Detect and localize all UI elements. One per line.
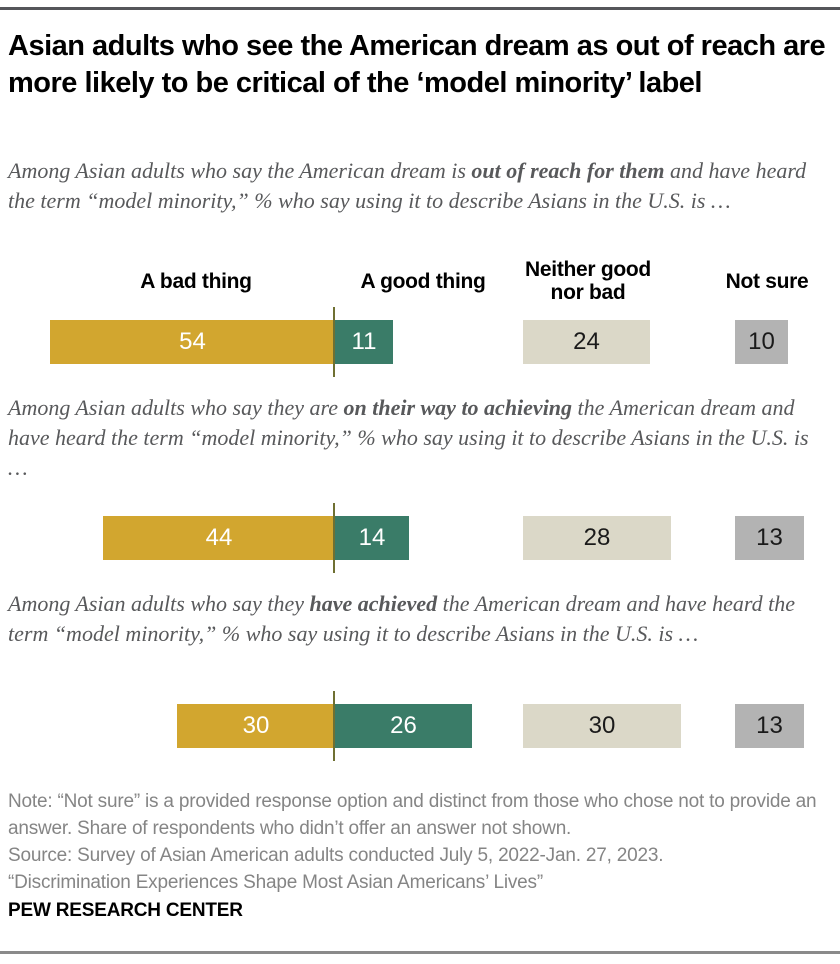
bar-value: 13: [756, 712, 783, 739]
bar-row-on-their-way: 44 14 28 13: [0, 503, 840, 573]
bar-not-sure: 13: [735, 704, 804, 748]
bar-value: 26: [390, 712, 417, 739]
bar-good-thing: 11: [335, 320, 393, 364]
section-2-intro-bold: on their way to achieving: [343, 395, 573, 420]
bar-value: 30: [242, 712, 270, 739]
axis-divider-line: [333, 691, 335, 761]
footnotes: Note: “Not sure” is a provided response …: [8, 788, 820, 896]
section-3-intro-post: the American dream and have heard the te…: [8, 591, 795, 646]
bar-row-out-of-reach: 54 11 24 10: [0, 307, 840, 377]
column-header-not-sure: Not sure: [725, 269, 809, 293]
section-1-intro-post: and have heard the term “model minority,…: [8, 158, 807, 213]
bar-bad-thing: 54: [50, 320, 335, 364]
bar-neither-good-nor-bad: 28: [523, 516, 671, 560]
bar-bad-thing: 44: [103, 516, 335, 560]
bar-neither-good-nor-bad: 24: [523, 320, 650, 364]
section-2-intro: Among Asian adults who say they are on t…: [8, 393, 824, 483]
bar-value: 13: [756, 524, 783, 551]
section-1-intro-bold: out of reach for them: [471, 158, 665, 183]
page-title: Asian adults who see the American dream …: [8, 30, 826, 99]
bar-value: 10: [748, 328, 775, 355]
bar-value: 44: [205, 524, 233, 551]
axis-divider-line: [333, 503, 335, 573]
bar-not-sure: 13: [735, 516, 804, 560]
bar-good-thing: 26: [335, 704, 472, 748]
column-headers: A bad thing A good thing Neither good no…: [0, 256, 840, 306]
axis-divider-line: [333, 307, 335, 377]
column-header-neither-good-nor-bad: Neither good nor bad: [525, 258, 651, 304]
section-1-intro-pre: Among Asian adults who say the American …: [8, 158, 472, 183]
bar-row-have-achieved: 30 26 30 13: [0, 691, 840, 761]
bar-value: 28: [583, 524, 611, 551]
bar-good-thing: 14: [335, 516, 409, 560]
bar-value: 24: [573, 328, 600, 355]
column-header-good-thing: A good thing: [360, 269, 486, 293]
column-header-bad-thing: A bad thing: [140, 269, 252, 293]
section-2-intro-pre: Among Asian adults who say they are: [8, 395, 344, 420]
bar-bad-thing: 30: [177, 704, 335, 748]
section-2-intro-post: the American dream and have heard the te…: [8, 395, 809, 480]
source-text: Source: Survey of Asian American adults …: [8, 845, 664, 866]
bar-not-sure: 10: [735, 320, 788, 364]
bar-value: 54: [179, 328, 206, 355]
top-border-rule: [0, 7, 840, 10]
section-1-intro: Among Asian adults who say the American …: [8, 156, 824, 216]
report-title-text: “Discrimination Experiences Shape Most A…: [8, 872, 543, 893]
section-3-intro-bold: have achieved: [309, 591, 438, 616]
pew-research-center-wordmark: PEW RESEARCH CENTER: [8, 900, 243, 921]
bottom-border-rule: [0, 951, 840, 954]
bar-neither-good-nor-bad: 30: [523, 704, 681, 748]
bar-value: 30: [588, 712, 616, 739]
bar-value: 11: [351, 328, 377, 355]
note-text: Note: “Not sure” is a provided response …: [8, 791, 817, 839]
bar-value: 14: [358, 524, 386, 551]
section-3-intro: Among Asian adults who say they have ach…: [8, 589, 824, 649]
section-3-intro-pre: Among Asian adults who say they: [8, 591, 310, 616]
